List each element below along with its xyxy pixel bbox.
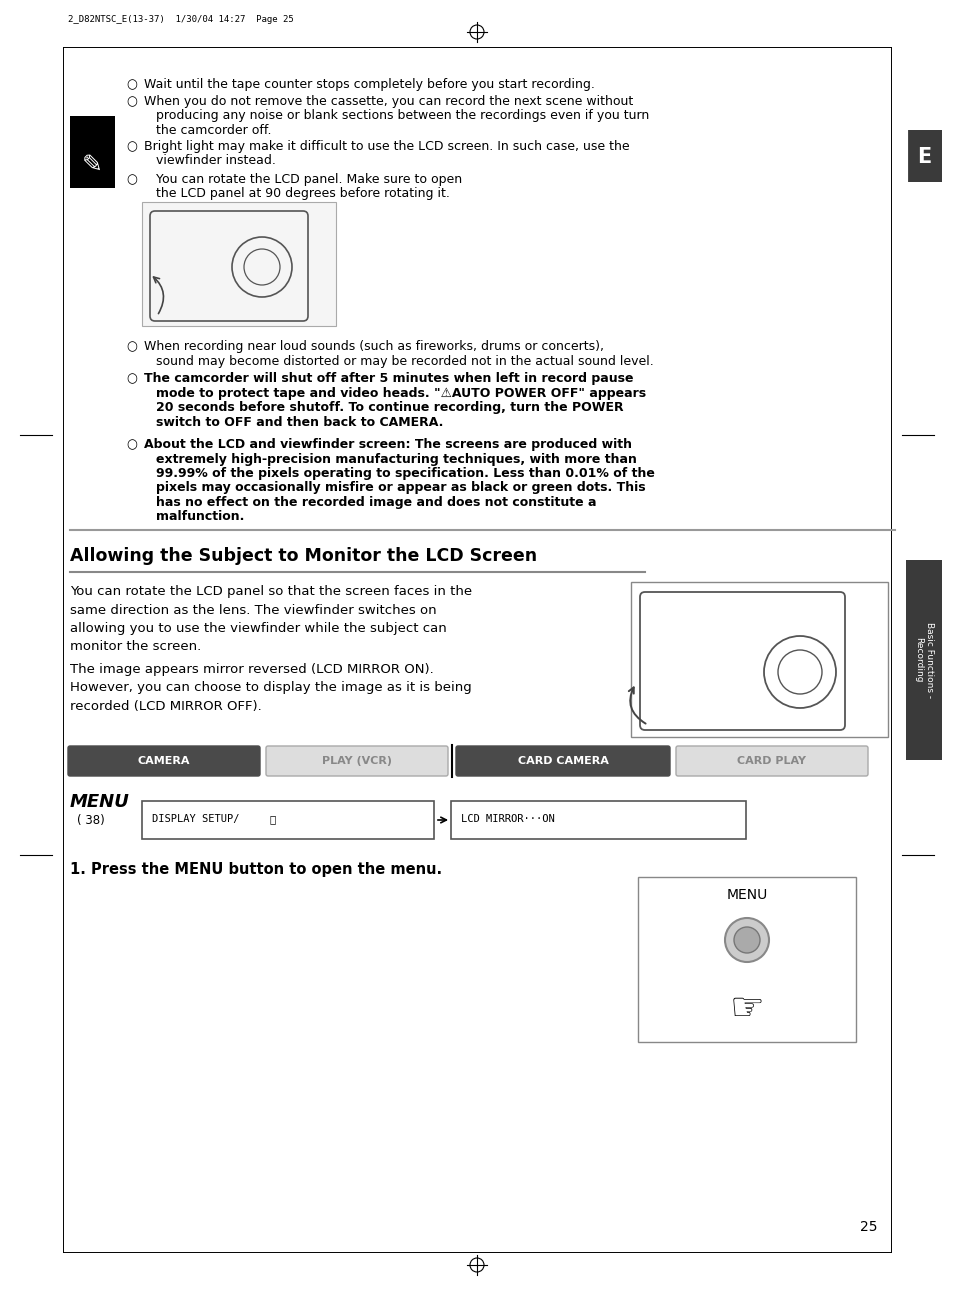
FancyBboxPatch shape (905, 130, 941, 182)
Text: MENU: MENU (725, 888, 767, 902)
Text: the camcorder off.: the camcorder off. (156, 124, 272, 137)
Text: MENU: MENU (70, 793, 130, 811)
FancyBboxPatch shape (456, 746, 669, 776)
Text: pixels may occasionally misfire or appear as black or green dots. This: pixels may occasionally misfire or appea… (156, 482, 645, 494)
Text: sound may become distorted or may be recorded not in the actual sound level.: sound may become distorted or may be rec… (156, 355, 653, 368)
FancyBboxPatch shape (142, 201, 335, 327)
Text: the LCD panel at 90 degrees before rotating it.: the LCD panel at 90 degrees before rotat… (156, 187, 450, 200)
Text: malfunction.: malfunction. (156, 510, 244, 523)
Text: producing any noise or blank sections between the recordings even if you turn: producing any noise or blank sections be… (156, 110, 649, 123)
Text: 99.99% of the pixels operating to specification. Less than 0.01% of the: 99.99% of the pixels operating to specif… (156, 467, 654, 480)
Text: LCD MIRROR···ON: LCD MIRROR···ON (460, 815, 554, 824)
Text: ○: ○ (126, 372, 136, 385)
Text: CARD CAMERA: CARD CAMERA (517, 757, 608, 766)
Text: 20 seconds before shutoff. To continue recording, turn the POWER: 20 seconds before shutoff. To continue r… (156, 402, 623, 414)
Text: ☞: ☞ (729, 990, 763, 1028)
Text: has no effect on the recorded image and does not constitute a: has no effect on the recorded image and … (156, 496, 596, 509)
Text: However, you can choose to display the image as it is being: However, you can choose to display the i… (70, 682, 471, 695)
Text: Basic Functions -
Recording: Basic Functions - Recording (913, 622, 933, 698)
Text: CARD PLAY: CARD PLAY (737, 757, 805, 766)
Text: ○: ○ (126, 340, 136, 352)
Text: extremely high-precision manufacturing techniques, with more than: extremely high-precision manufacturing t… (156, 453, 637, 466)
Text: The camcorder will shut off after 5 minutes when left in record pause: The camcorder will shut off after 5 minu… (144, 372, 633, 385)
Text: same direction as the lens. The viewfinder switches on: same direction as the lens. The viewfind… (70, 603, 436, 617)
Text: ○: ○ (126, 139, 136, 154)
Text: monitor the screen.: monitor the screen. (70, 640, 201, 653)
Text: CAMERA: CAMERA (137, 757, 190, 766)
FancyBboxPatch shape (70, 116, 115, 188)
Text: 25: 25 (860, 1220, 877, 1234)
Text: ○: ○ (126, 77, 136, 90)
Text: recorded (LCD MIRROR OFF).: recorded (LCD MIRROR OFF). (70, 700, 261, 713)
Text: 1. Press the MENU button to open the menu.: 1. Press the MENU button to open the men… (70, 862, 441, 877)
Text: ○: ○ (126, 173, 136, 186)
Text: viewfinder instead.: viewfinder instead. (156, 155, 275, 168)
FancyBboxPatch shape (638, 877, 855, 1042)
FancyBboxPatch shape (630, 582, 887, 737)
Text: You can rotate the LCD panel. Make sure to open: You can rotate the LCD panel. Make sure … (156, 173, 461, 186)
Text: 2_D82NTSC_E(13-37)  1/30/04 14:27  Page 25: 2_D82NTSC_E(13-37) 1/30/04 14:27 Page 25 (68, 15, 294, 25)
Text: PLAY (VCR): PLAY (VCR) (322, 757, 392, 766)
Circle shape (733, 927, 760, 953)
Text: switch to OFF and then back to CAMERA.: switch to OFF and then back to CAMERA. (156, 416, 443, 429)
Text: Ⓣ: Ⓣ (270, 815, 276, 824)
Text: You can rotate the LCD panel so that the screen faces in the: You can rotate the LCD panel so that the… (70, 585, 472, 598)
FancyBboxPatch shape (68, 746, 260, 776)
Text: Wait until the tape counter stops completely before you start recording.: Wait until the tape counter stops comple… (144, 77, 595, 90)
FancyBboxPatch shape (451, 800, 745, 839)
Text: E: E (916, 147, 930, 167)
Text: Bright light may make it difficult to use the LCD screen. In such case, use the: Bright light may make it difficult to us… (144, 139, 629, 154)
Circle shape (724, 918, 768, 962)
Text: ( 38): ( 38) (77, 815, 105, 828)
Text: When recording near loud sounds (such as fireworks, drums or concerts),: When recording near loud sounds (such as… (144, 340, 603, 352)
FancyBboxPatch shape (905, 560, 941, 760)
Text: About the LCD and viewfinder screen: The screens are produced with: About the LCD and viewfinder screen: The… (144, 438, 631, 451)
Text: ○: ○ (126, 438, 136, 451)
FancyBboxPatch shape (266, 746, 448, 776)
FancyBboxPatch shape (676, 746, 867, 776)
Text: DISPLAY SETUP/: DISPLAY SETUP/ (152, 815, 239, 824)
Text: ○: ○ (126, 96, 136, 108)
Text: mode to protect tape and video heads. "⚠AUTO POWER OFF" appears: mode to protect tape and video heads. "⚠… (156, 386, 645, 399)
Text: allowing you to use the viewfinder while the subject can: allowing you to use the viewfinder while… (70, 622, 446, 635)
Text: The image appears mirror reversed (LCD MIRROR ON).: The image appears mirror reversed (LCD M… (70, 664, 434, 676)
Text: ✎: ✎ (81, 154, 102, 177)
FancyBboxPatch shape (142, 800, 434, 839)
Text: Allowing the Subject to Monitor the LCD Screen: Allowing the Subject to Monitor the LCD … (70, 547, 537, 565)
Text: When you do not remove the cassette, you can record the next scene without: When you do not remove the cassette, you… (144, 96, 633, 108)
